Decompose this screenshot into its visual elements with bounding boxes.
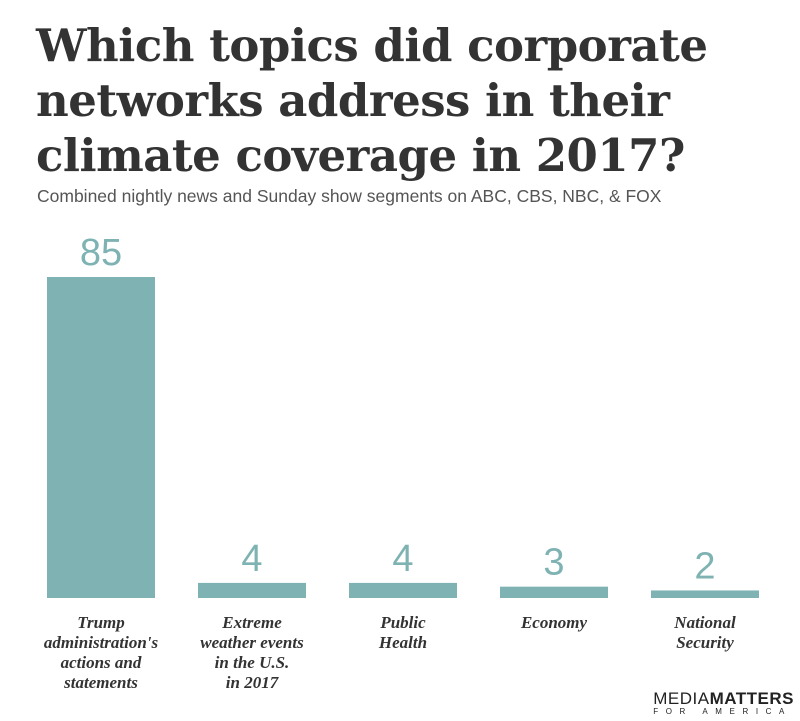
value-label: 3 xyxy=(543,542,564,584)
bar xyxy=(651,590,759,598)
category-label: Economy xyxy=(520,613,588,632)
value-label: 4 xyxy=(241,538,262,580)
category-label: Trump administration's actions and state… xyxy=(43,613,159,692)
bar xyxy=(198,582,306,598)
value-label: 4 xyxy=(392,538,413,580)
value-label: 2 xyxy=(694,545,715,587)
logo-tagline: FOR AMERICA xyxy=(653,707,792,716)
category-label: Public Health xyxy=(378,613,428,652)
logo: MEDIAMATTERS FOR AMERICA xyxy=(653,690,794,717)
bar xyxy=(349,582,457,598)
value-label: 85 xyxy=(80,232,122,274)
category-label: Extreme weather events in the U.S. in 20… xyxy=(200,613,304,692)
category-label: National Security xyxy=(674,613,736,652)
bar xyxy=(500,586,608,598)
chart-title: Which topics did corporate networks addr… xyxy=(36,19,708,182)
logo-media: MEDIA xyxy=(653,689,710,708)
logo-matters: MATTERS xyxy=(709,689,794,708)
bar xyxy=(47,277,155,598)
chart-subtitle: Combined nightly news and Sunday show se… xyxy=(37,186,662,206)
